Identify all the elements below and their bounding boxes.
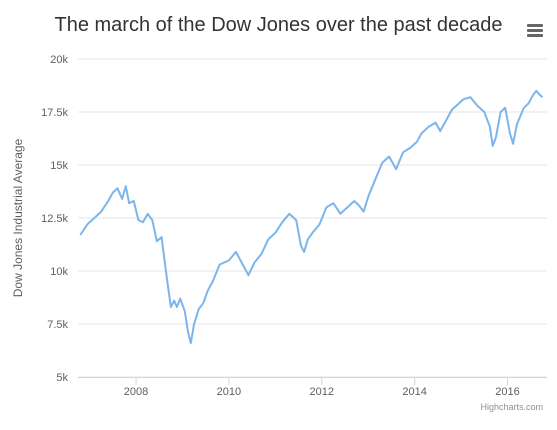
chart-title: The march of the Dow Jones over the past…	[54, 14, 503, 36]
credits-link[interactable]: Highcharts.com	[480, 402, 543, 412]
x-tick-label: 2014	[402, 386, 426, 398]
x-tick-label: 2010	[217, 386, 241, 398]
grid-lines	[78, 58, 547, 378]
y-tick-label: 10k	[50, 266, 68, 278]
series-line[interactable]	[79, 89, 544, 345]
y-axis-title: Dow Jones Industrial Average	[11, 138, 25, 297]
series-layer	[79, 89, 544, 345]
y-tick-label: 5k	[56, 372, 68, 384]
menu-bar-3	[527, 34, 543, 37]
hamburger-menu-icon[interactable]	[527, 24, 543, 38]
menu-bar-2	[527, 29, 543, 32]
x-tick-label: 2016	[495, 386, 519, 398]
y-tick-label: 12.5k	[41, 213, 68, 225]
axes: 5k 7.5k 10k 12.5k 15k 17.5k 20k 2008 2010 2012 201…	[41, 54, 547, 398]
x-tick-label: 2008	[124, 386, 148, 398]
y-tick-label: 7.5k	[47, 319, 68, 331]
y-tick-label: 20k	[50, 54, 68, 66]
menu-bar-1	[527, 24, 543, 27]
y-tick-label: 17.5k	[41, 107, 68, 119]
y-tick-label: 15k	[50, 160, 68, 172]
x-tick-label: 2012	[310, 386, 334, 398]
